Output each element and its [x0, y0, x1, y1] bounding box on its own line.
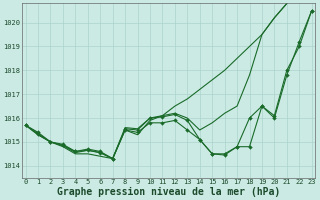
X-axis label: Graphe pression niveau de la mer (hPa): Graphe pression niveau de la mer (hPa) — [57, 186, 280, 197]
